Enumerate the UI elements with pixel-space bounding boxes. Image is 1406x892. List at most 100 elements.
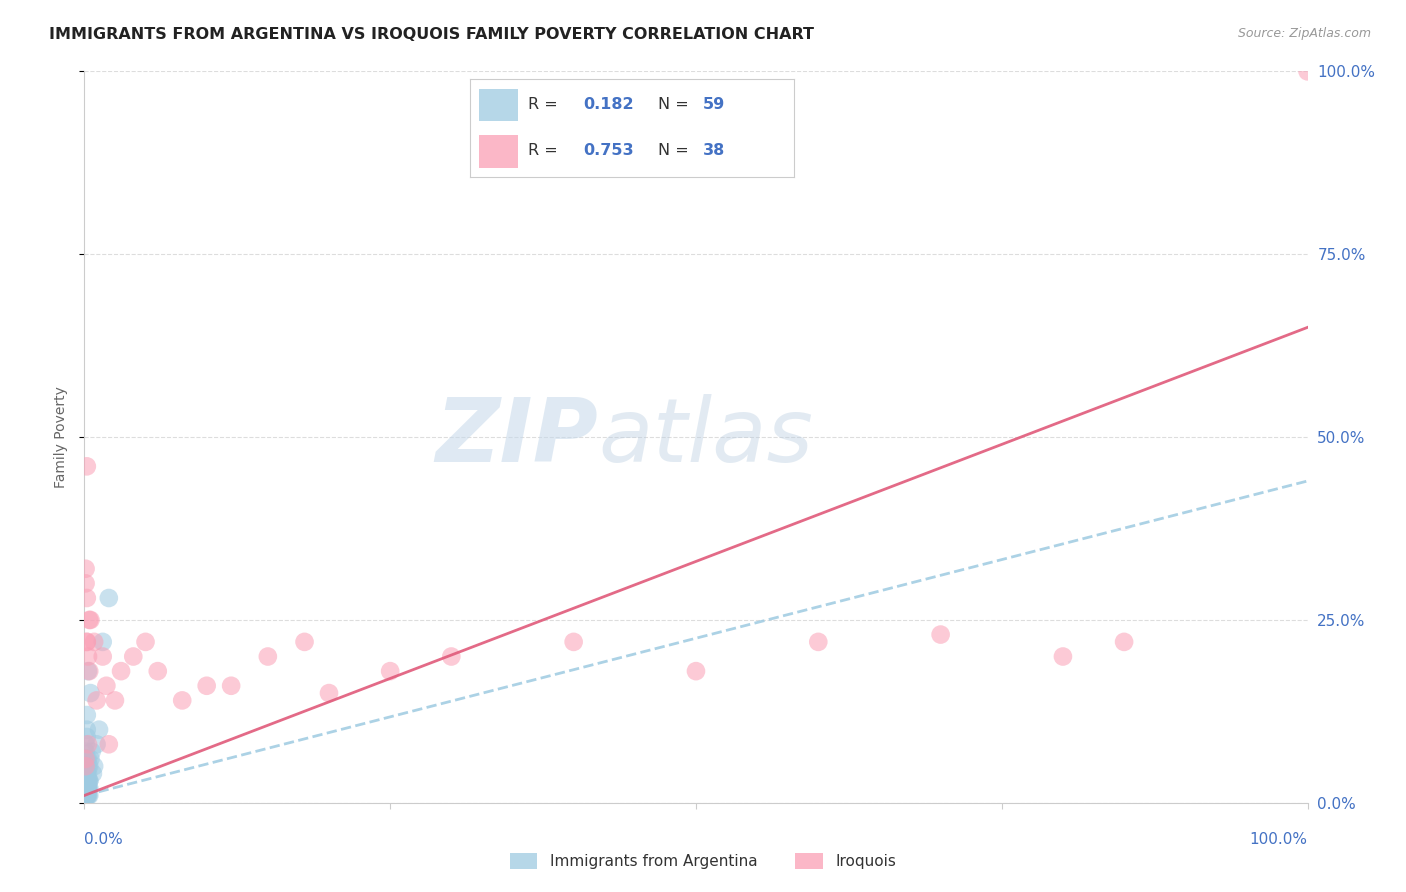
Point <box>83 759 105 773</box>
Point <box>380 664 402 678</box>
Point <box>75 752 97 766</box>
Point <box>77 752 100 766</box>
Point <box>219 679 242 693</box>
Point <box>82 766 104 780</box>
Point <box>77 759 100 773</box>
Point <box>76 723 98 737</box>
Point <box>96 679 118 693</box>
Point <box>685 664 707 678</box>
Point <box>79 613 101 627</box>
Point <box>76 459 98 474</box>
Point <box>257 649 280 664</box>
Point <box>76 781 98 796</box>
Point <box>77 773 100 788</box>
Point <box>75 781 97 796</box>
Point <box>83 635 105 649</box>
Point <box>294 635 316 649</box>
Point <box>76 635 98 649</box>
Point <box>97 737 120 751</box>
Point <box>440 649 463 664</box>
Point <box>75 781 97 796</box>
Text: IMMIGRANTS FROM ARGENTINA VS IROQUOIS FAMILY POVERTY CORRELATION CHART: IMMIGRANTS FROM ARGENTINA VS IROQUOIS FA… <box>49 27 814 42</box>
Point <box>929 627 952 641</box>
Point <box>79 686 101 700</box>
Point <box>76 766 98 780</box>
Point <box>77 649 100 664</box>
Point <box>77 781 100 796</box>
Text: 100.0%: 100.0% <box>1250 832 1308 847</box>
Point <box>1052 649 1074 664</box>
Point <box>195 679 218 693</box>
Point <box>75 773 97 788</box>
Point <box>1296 64 1319 78</box>
Point <box>172 693 194 707</box>
Point <box>91 649 114 664</box>
Point <box>75 576 97 591</box>
Point <box>75 766 97 780</box>
Point <box>77 773 100 788</box>
Point <box>75 759 97 773</box>
Point <box>76 789 98 803</box>
Point <box>77 789 100 803</box>
Point <box>75 745 97 759</box>
Point <box>79 752 101 766</box>
Point <box>75 781 97 796</box>
Point <box>76 781 98 796</box>
Point <box>86 737 108 751</box>
Text: 0.0%: 0.0% <box>84 832 124 847</box>
Point <box>807 635 830 649</box>
Point <box>318 686 340 700</box>
Point <box>75 759 97 773</box>
Point <box>104 693 127 707</box>
Point <box>76 730 98 744</box>
Point <box>87 723 110 737</box>
Point <box>86 693 108 707</box>
Point <box>75 773 97 788</box>
Point <box>76 635 98 649</box>
Point <box>76 773 98 788</box>
Point <box>122 649 145 664</box>
Point <box>146 664 169 678</box>
Text: atlas: atlas <box>598 394 813 480</box>
Point <box>77 737 100 751</box>
Point <box>77 759 100 773</box>
Point <box>75 752 97 766</box>
Point <box>76 781 98 796</box>
Point <box>75 562 97 576</box>
Point <box>77 766 100 780</box>
Point <box>75 781 97 796</box>
Point <box>77 773 100 788</box>
Point <box>1114 635 1136 649</box>
Point <box>77 773 100 788</box>
Point <box>77 781 100 796</box>
Point <box>91 635 114 649</box>
Text: ZIP: ZIP <box>436 393 598 481</box>
Point <box>75 759 97 773</box>
Point <box>77 613 100 627</box>
Point <box>76 789 98 803</box>
Point <box>76 591 98 605</box>
Legend: Immigrants from Argentina, Iroquois: Immigrants from Argentina, Iroquois <box>503 847 903 875</box>
Point <box>76 773 98 788</box>
Point <box>97 591 120 605</box>
Point <box>75 773 97 788</box>
Point <box>562 635 585 649</box>
Point <box>76 708 98 723</box>
Point <box>77 789 100 803</box>
Point <box>77 664 100 678</box>
Point <box>76 789 98 803</box>
Point <box>135 635 157 649</box>
Point <box>76 766 98 780</box>
Point <box>76 752 98 766</box>
Point <box>75 759 97 773</box>
Point <box>110 664 132 678</box>
Text: Source: ZipAtlas.com: Source: ZipAtlas.com <box>1237 27 1371 40</box>
Point <box>76 773 98 788</box>
Point <box>75 766 97 780</box>
Point <box>77 789 100 803</box>
Y-axis label: Family Poverty: Family Poverty <box>53 386 67 488</box>
Point <box>77 781 100 796</box>
Point <box>76 773 98 788</box>
Point <box>80 745 103 759</box>
Point <box>75 789 97 803</box>
